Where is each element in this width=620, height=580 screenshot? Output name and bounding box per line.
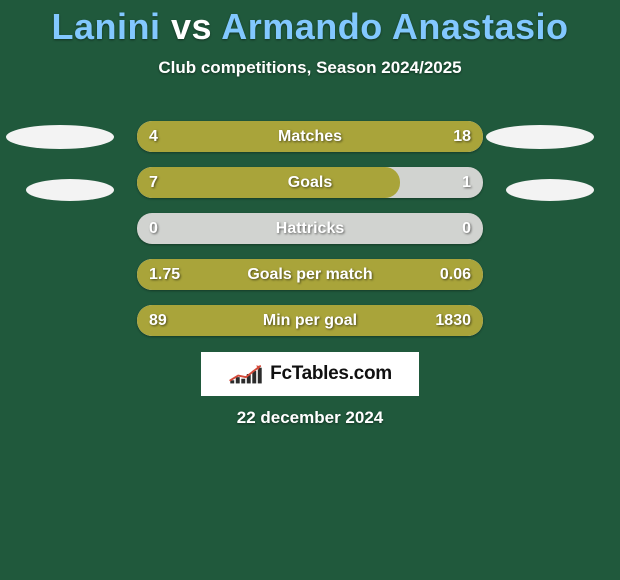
stat-row: 89 1830 Min per goal [137,305,483,336]
stat-label: Goals per match [247,259,372,290]
fctables-icon [228,363,264,385]
stat-left-value: 4 [149,121,158,152]
fctables-brand-text: FcTables.com [270,363,392,385]
stat-left-value: 0 [149,213,158,244]
stat-left-value: 1.75 [149,259,180,290]
player-b-name: Armando Anastasio [221,6,568,47]
stat-label: Matches [278,121,342,152]
stat-right-value: 1 [462,167,471,198]
stat-label: Hattricks [276,213,344,244]
player-a-name: Lanini [52,6,161,47]
season-subtitle: Club competitions, Season 2024/2025 [0,58,620,78]
stat-row: 7 1 Goals [137,167,483,198]
stat-right-value: 1830 [435,305,471,336]
player-b-badge-top [486,125,594,149]
comparison-title: Lanini vs Armando Anastasio [0,0,620,48]
stat-right-value: 0 [462,213,471,244]
player-b-badge-bottom [506,179,594,201]
stat-bars: 4 18 Matches 7 1 Goals 0 0 Hattricks 1.75 0.06 Goal… [137,121,483,351]
stat-label: Goals [288,167,332,198]
stat-right-value: 0.06 [440,259,471,290]
stat-bar-left-fill [137,167,400,198]
snapshot-date: 22 december 2024 [0,408,620,428]
stat-left-value: 89 [149,305,167,336]
stat-row: 0 0 Hattricks [137,213,483,244]
vs-word: vs [171,6,212,47]
stat-left-value: 7 [149,167,158,198]
player-a-badge-top [6,125,114,149]
stat-row: 1.75 0.06 Goals per match [137,259,483,290]
player-a-badge-bottom [26,179,114,201]
stat-right-value: 18 [453,121,471,152]
stat-row: 4 18 Matches [137,121,483,152]
stat-label: Min per goal [263,305,357,336]
fctables-logo: FcTables.com [201,352,419,396]
